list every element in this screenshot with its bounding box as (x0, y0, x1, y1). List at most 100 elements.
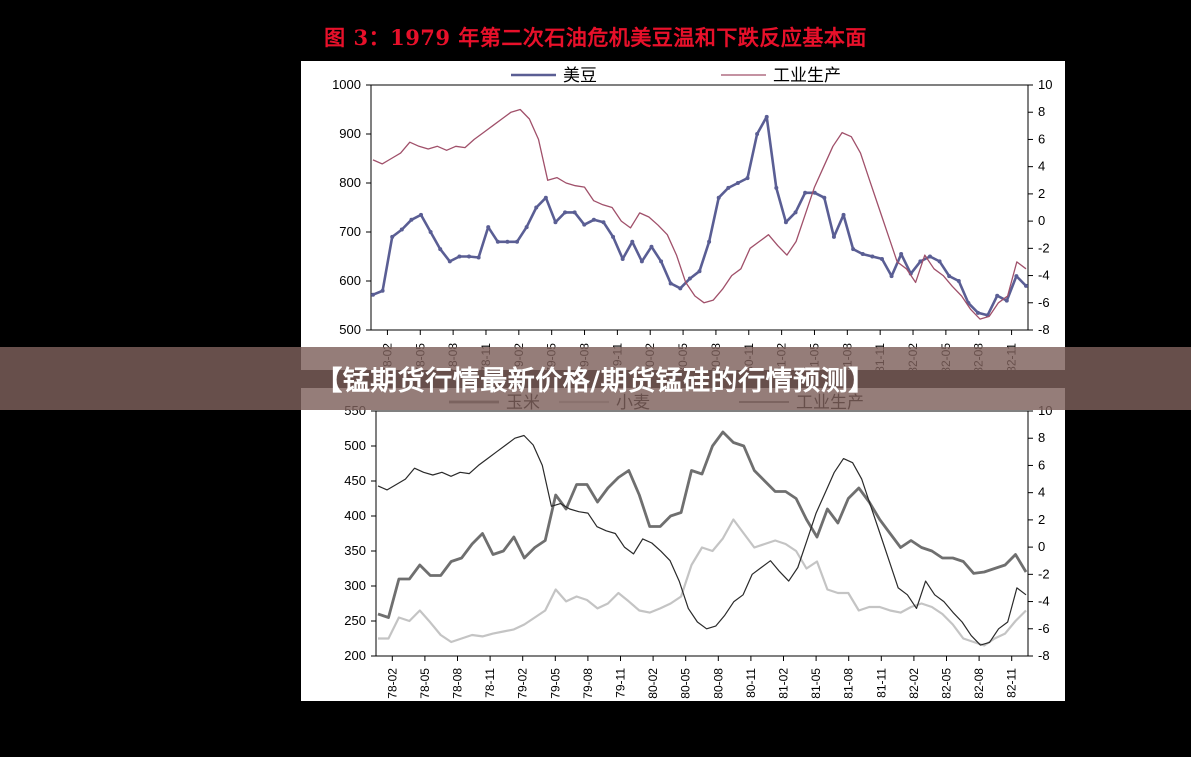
banner-text: 【锰期货行情最新价格/期货锰硅的行情预测】 (315, 366, 876, 397)
data-point (927, 254, 932, 259)
data-point (1004, 298, 1009, 303)
data-point (611, 234, 616, 239)
legend-label: 工业生产 (773, 66, 841, 86)
x-tick-label: 81-05 (809, 668, 823, 699)
data-point (515, 239, 520, 244)
right-tick-label: 0 (1038, 539, 1045, 554)
data-point (793, 210, 798, 215)
data-point (639, 259, 644, 264)
legend-label: 美豆 (563, 66, 597, 86)
data-point (390, 234, 395, 239)
data-point (553, 220, 558, 225)
x-tick-label: 78-05 (418, 668, 432, 699)
data-point (1014, 274, 1019, 279)
data-point (726, 185, 731, 190)
data-point (937, 259, 942, 264)
data-point (956, 279, 961, 283)
data-point (803, 190, 808, 195)
data-point (524, 225, 529, 230)
data-point (582, 222, 587, 227)
figure-title: 图 3：1979 年第二次石油危机美豆温和下跌反应基本面 (324, 25, 867, 50)
x-tick-label: 82-05 (940, 668, 954, 699)
corn-wheat-industry-chart: 5505004504003503002502001086420-2-4-6-87… (344, 393, 1052, 699)
x-tick-label: 80-08 (711, 668, 725, 699)
data-point (447, 259, 452, 264)
plot-frame (375, 410, 1029, 657)
series-line-2 (372, 108, 1027, 320)
x-tick-label: 79-05 (548, 668, 562, 699)
data-point (467, 254, 472, 259)
data-point (678, 286, 683, 291)
data-point (409, 217, 414, 222)
data-point (860, 252, 865, 257)
right-tick-label: 2 (1038, 186, 1045, 201)
right-tick-label: 0 (1038, 213, 1045, 228)
x-tick-label: 79-08 (581, 668, 595, 699)
data-point (1024, 283, 1028, 288)
right-tick-label: -4 (1038, 594, 1050, 609)
data-point (591, 217, 596, 222)
data-point (774, 185, 779, 190)
right-tick-label: 6 (1038, 131, 1045, 146)
data-point (563, 210, 568, 215)
data-point (745, 176, 750, 181)
data-point (419, 212, 424, 217)
bottom-chart-panel: 550 500 450 400 350 300 250 200 10 8 6 4 2 0 -2 -4 -6 -8 7… (301, 388, 1065, 701)
left-tick-label: 600 (339, 273, 361, 288)
data-point (476, 255, 481, 260)
series-line-1 (377, 430, 1028, 619)
x-tick-label: 81-08 (842, 668, 856, 699)
data-point (399, 227, 404, 232)
right-tick-label: 8 (1038, 104, 1045, 119)
x-tick-label: 82-02 (907, 668, 921, 699)
data-point (918, 259, 923, 264)
data-point (764, 114, 769, 119)
x-tick-label: 78-11 (483, 668, 497, 698)
data-point (687, 276, 692, 281)
left-tick-label: 250 (344, 613, 366, 628)
x-tick-label: 82-08 (972, 668, 986, 699)
right-tick-label: -6 (1038, 621, 1050, 636)
x-tick-label: 78-02 (385, 668, 399, 699)
data-point (870, 254, 875, 259)
data-point (899, 252, 904, 257)
right-tick-label: 4 (1038, 159, 1045, 174)
data-point (601, 220, 606, 225)
right-tick-label: -2 (1038, 566, 1050, 581)
left-tick-label: 450 (344, 473, 366, 488)
data-point (889, 274, 894, 279)
data-point (572, 210, 577, 215)
left-tick-label: 500 (339, 322, 361, 337)
right-tick-label: 2 (1038, 512, 1045, 527)
left-tick-label: 200 (344, 648, 366, 663)
data-point (668, 281, 673, 286)
data-point (534, 205, 539, 210)
left-tick-label: 800 (339, 175, 361, 190)
left-tick-label: 500 (344, 438, 366, 453)
data-point (995, 293, 1000, 298)
data-point (428, 230, 433, 234)
right-tick-label: 8 (1038, 430, 1045, 445)
data-point (659, 259, 664, 264)
data-point (841, 212, 846, 217)
left-tick-label: 700 (339, 224, 361, 239)
left-tick-label: 400 (344, 508, 366, 523)
data-point (649, 244, 654, 249)
data-point (851, 247, 856, 252)
data-point (457, 254, 462, 259)
x-tick-label: 80-02 (646, 668, 660, 699)
data-point (486, 225, 491, 230)
data-point (975, 310, 980, 315)
right-tick-label: 10 (1038, 77, 1052, 92)
right-tick-label: 4 (1038, 485, 1045, 500)
left-tick-label: 900 (339, 126, 361, 141)
series-line-1 (372, 115, 1027, 317)
x-tick-label: 78-08 (451, 668, 465, 699)
data-point (831, 234, 836, 239)
right-tick-label: -8 (1038, 648, 1050, 663)
data-point (495, 239, 500, 244)
x-tick-label: 79-02 (516, 668, 530, 699)
x-tick-label: 82-11 (1005, 668, 1019, 698)
x-tick-label: 80-11 (744, 668, 758, 698)
plot-frame (370, 84, 1029, 331)
